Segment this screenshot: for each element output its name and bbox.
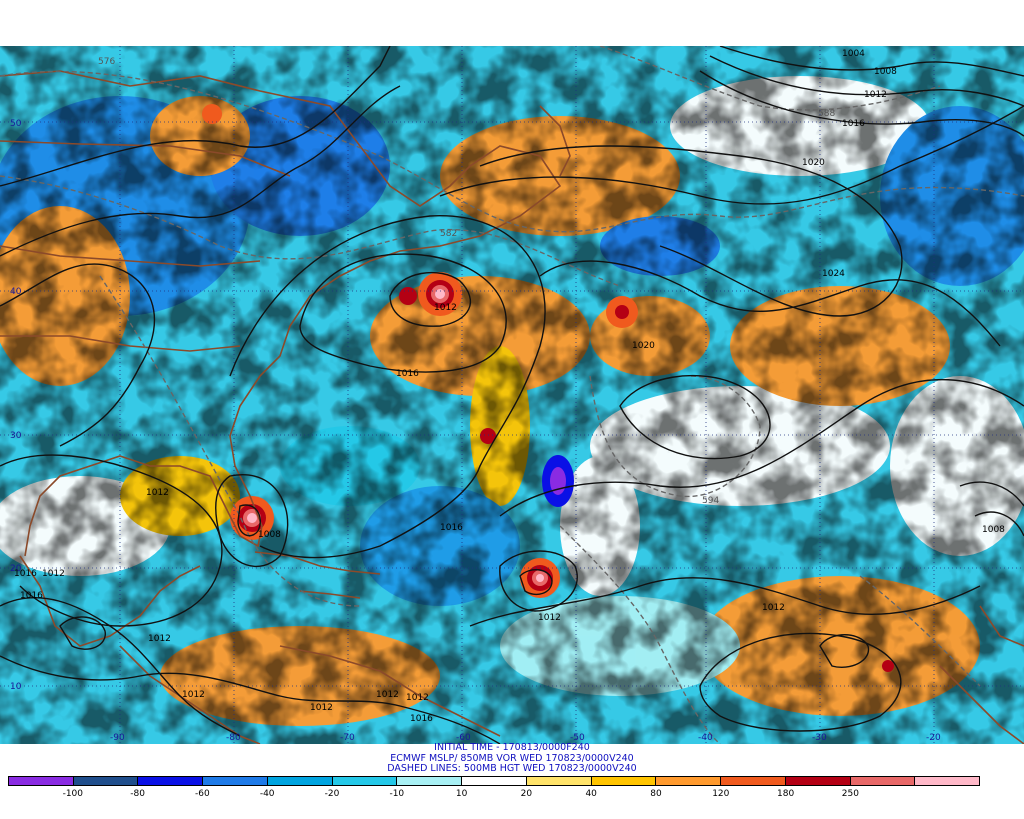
isobar-label: 1012 xyxy=(538,613,561,623)
coastlines xyxy=(0,70,1024,744)
isobar-label: 1016 xyxy=(440,523,463,533)
legend-swatch xyxy=(138,777,204,785)
legend-tick-label: 250 xyxy=(841,789,859,799)
isobar-label: 1012 xyxy=(434,303,457,313)
isobar-label: 1020 xyxy=(632,341,655,351)
isobar-label: 1016 xyxy=(14,569,37,579)
legend-swatch xyxy=(73,777,139,785)
isobar-label: 1008 xyxy=(982,525,1005,535)
legend-swatch xyxy=(785,777,851,785)
mslp-isobars xyxy=(0,46,1024,744)
legend-swatch xyxy=(267,777,333,785)
isobar-label: 1016 xyxy=(20,591,43,601)
isobar-label: 1012 xyxy=(148,634,171,644)
lon-label-40: -40 xyxy=(698,733,713,743)
isobar-label: 1004 xyxy=(842,49,865,59)
isobar-label: 1012 xyxy=(42,569,65,579)
isobar-label: 1008 xyxy=(874,67,897,77)
legend-tick-label: 80 xyxy=(650,789,662,799)
legend-swatch xyxy=(526,777,592,785)
lon-labels: -90 -80 -70 -60 -50 -40 -30 -20 xyxy=(110,733,941,743)
legend-swatch xyxy=(656,777,722,785)
isobar-label: 1012 xyxy=(762,603,785,613)
isobar-label: 1016 xyxy=(842,119,865,129)
legend-tick-label: 40 xyxy=(585,789,597,799)
color-legend-ticks: -100 -80 -60 -40 -20 -10 10 20 40 80 120 180 250 xyxy=(8,789,980,803)
lat-lon-grid xyxy=(0,46,1024,744)
lon-label-90: -90 xyxy=(110,733,125,743)
caption-initial-time: INITIAL TIME - 170813/0000F240 xyxy=(434,742,590,753)
map-captions: INITIAL TIME - 170813/0000F240 ECMWF MSL… xyxy=(0,742,1024,775)
caption-model-fields: ECMWF MSLP/ 850MB VOR WED 170823/0000V24… xyxy=(390,752,634,764)
legend-tick-label: -10 xyxy=(389,789,405,799)
lat-labels: 50 40 30 20 10 xyxy=(10,119,22,692)
height-labels: 576 588 582 594 xyxy=(98,57,835,506)
weather-map: 50 40 30 20 10 -90 -80 -70 -60 -50 -40 -… xyxy=(0,46,1024,744)
vorticity-noise-white xyxy=(0,46,1024,744)
legend-tick-label: 10 xyxy=(455,789,468,799)
caption-dashed-lines: DASHED LINES: 500MB HGT WED 170823/0000V… xyxy=(387,763,637,774)
lon-label-80: -80 xyxy=(226,733,241,743)
legend-swatch xyxy=(9,777,74,785)
isobar-label: 1016 xyxy=(410,714,433,724)
lon-label-60: -60 xyxy=(456,733,471,743)
isobar-label: 1016 xyxy=(396,369,419,379)
legend-swatch xyxy=(462,777,527,785)
lat-label-20: 20 xyxy=(10,564,22,574)
map-canvas: 50 40 30 20 10 -90 -80 -70 -60 -50 -40 -… xyxy=(0,46,1024,744)
legend-swatch xyxy=(850,777,916,785)
legend-swatch xyxy=(721,777,786,785)
lon-label-20: -20 xyxy=(926,733,941,743)
color-legend-bar xyxy=(8,776,980,786)
legend-swatch xyxy=(332,777,398,785)
isobar-label: 1012 xyxy=(864,90,887,100)
height-label: 588 xyxy=(818,109,835,119)
height-label: 576 xyxy=(98,57,115,67)
isobar-label: 1012 xyxy=(182,690,205,700)
legend-tick-label: -20 xyxy=(324,789,340,799)
isobar-label: 1012 xyxy=(406,693,429,703)
height-contours xyxy=(0,46,1024,744)
isobar-label: 1012 xyxy=(376,690,399,700)
isobar-label: 1024 xyxy=(822,269,845,279)
lat-label-10: 10 xyxy=(10,682,22,692)
lon-label-50: -50 xyxy=(570,733,585,743)
legend-tick-label: -100 xyxy=(62,789,84,799)
legend-swatch xyxy=(915,777,980,785)
isobar-label: 1008 xyxy=(258,530,281,540)
legend-swatch xyxy=(203,777,268,785)
isobar-label: 1020 xyxy=(802,158,825,168)
legend-tick-label: 180 xyxy=(777,789,795,799)
height-label: 582 xyxy=(440,229,457,239)
legend-tick-label: 120 xyxy=(712,789,730,799)
lon-label-70: -70 xyxy=(340,733,355,743)
lat-label-40: 40 xyxy=(10,287,22,297)
height-label: 594 xyxy=(702,496,719,506)
legend-swatch xyxy=(591,777,657,785)
isobar-label: 1012 xyxy=(146,488,169,498)
legend-tick-label: -60 xyxy=(195,789,210,799)
lon-label-30: -30 xyxy=(812,733,827,743)
legend-swatch xyxy=(397,777,463,785)
lat-label-50: 50 xyxy=(10,119,22,129)
isobar-labels: 1004 1008 1012 1016 1020 1024 1012 1016 … xyxy=(14,49,1005,724)
isobar-label: 1012 xyxy=(310,703,333,713)
legend-tick-label: -80 xyxy=(130,789,145,799)
lat-label-30: 30 xyxy=(10,431,22,441)
legend-tick-label: -40 xyxy=(259,789,275,799)
legend-tick-label: 20 xyxy=(520,789,533,799)
